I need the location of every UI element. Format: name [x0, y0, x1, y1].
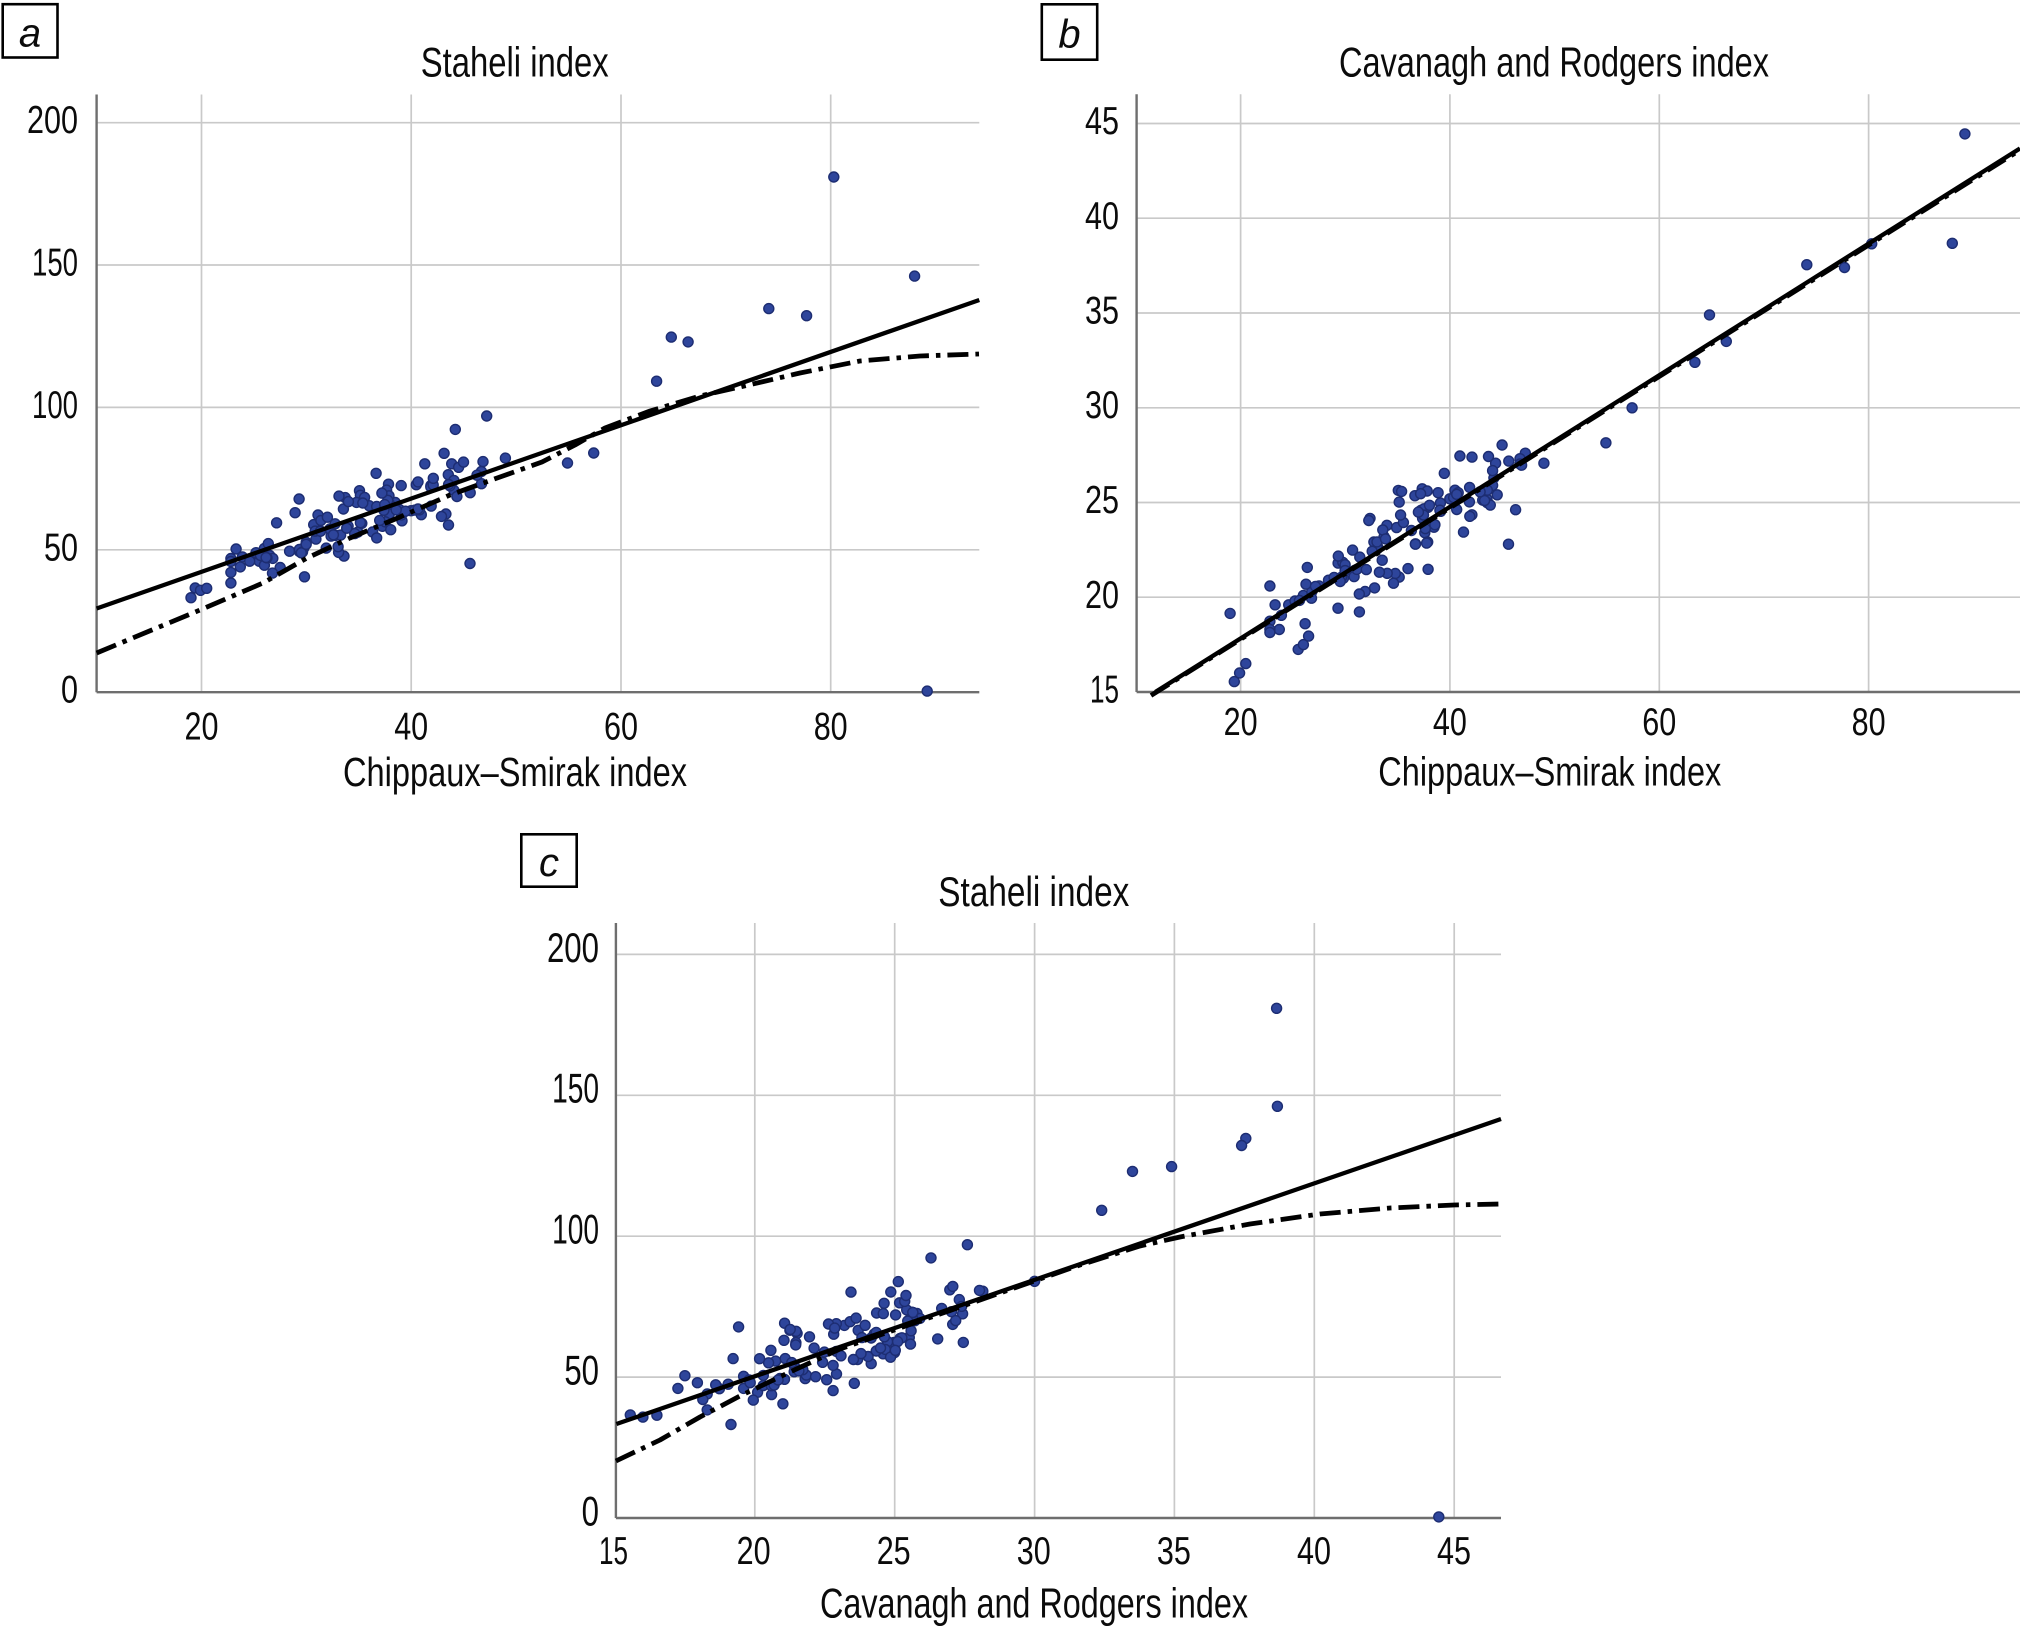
svg-text:20: 20	[1224, 701, 1258, 744]
svg-text:Cavanagh and Rodgers index: Cavanagh and Rodgers index	[820, 1579, 1248, 1626]
svg-text:b: b	[1058, 13, 1080, 57]
svg-text:35: 35	[1157, 1530, 1191, 1573]
svg-text:80: 80	[814, 706, 848, 749]
svg-text:20: 20	[1085, 574, 1119, 617]
svg-text:100: 100	[32, 384, 78, 427]
svg-text:40: 40	[1433, 701, 1467, 744]
svg-text:200: 200	[547, 924, 599, 971]
svg-text:20: 20	[185, 706, 219, 749]
svg-text:15: 15	[1090, 669, 1119, 712]
svg-text:40: 40	[394, 706, 428, 749]
svg-text:80: 80	[1852, 701, 1886, 744]
svg-text:60: 60	[1642, 701, 1676, 744]
svg-text:c: c	[539, 841, 559, 885]
svg-text:200: 200	[27, 99, 78, 142]
svg-text:Cavanagh and Rodgers index: Cavanagh and Rodgers index	[1339, 38, 1769, 85]
svg-text:50: 50	[44, 526, 78, 569]
svg-text:Staheli index: Staheli index	[421, 38, 609, 85]
svg-text:150: 150	[552, 1065, 599, 1112]
svg-text:20: 20	[737, 1530, 771, 1573]
svg-text:60: 60	[604, 706, 638, 749]
svg-text:15: 15	[599, 1530, 628, 1573]
svg-text:25: 25	[1085, 479, 1119, 522]
svg-text:35: 35	[1085, 290, 1119, 333]
svg-text:30: 30	[1085, 384, 1119, 427]
svg-text:a: a	[19, 12, 41, 56]
svg-text:Chippaux–Smirak index: Chippaux–Smirak index	[343, 749, 687, 795]
svg-text:Staheli index: Staheli index	[938, 868, 1129, 915]
svg-text:45: 45	[1085, 100, 1119, 143]
svg-text:50: 50	[564, 1347, 599, 1394]
svg-text:100: 100	[552, 1206, 599, 1253]
svg-text:40: 40	[1085, 195, 1119, 238]
svg-text:150: 150	[32, 242, 78, 285]
svg-text:0: 0	[582, 1487, 599, 1534]
svg-text:45: 45	[1437, 1530, 1471, 1573]
svg-text:Chippaux–Smirak index: Chippaux–Smirak index	[1378, 748, 1721, 794]
svg-text:25: 25	[877, 1530, 911, 1573]
svg-text:30: 30	[1017, 1530, 1051, 1573]
svg-text:40: 40	[1297, 1530, 1331, 1573]
svg-text:0: 0	[61, 669, 78, 712]
